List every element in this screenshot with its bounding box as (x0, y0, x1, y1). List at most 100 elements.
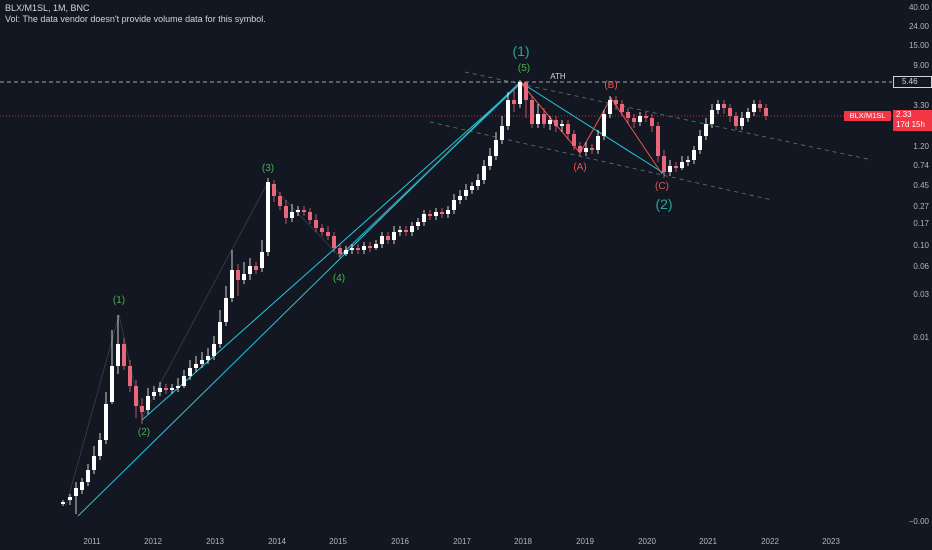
candle-body (596, 136, 600, 150)
candle (61, 500, 65, 506)
wave-2-label: (2) (137, 427, 151, 438)
candle (488, 148, 492, 170)
candle-body (61, 502, 65, 504)
candle (752, 100, 756, 116)
candle (680, 156, 684, 170)
candle (458, 190, 462, 204)
candle-body (464, 190, 468, 196)
candle (542, 108, 546, 128)
candle-body (338, 248, 342, 254)
candle (74, 482, 78, 514)
candle (698, 130, 702, 154)
candle-body (302, 210, 306, 212)
price-tick-label: 0.27 (913, 202, 929, 211)
candle (200, 352, 204, 368)
candle (602, 110, 606, 140)
time-tick-label: 2019 (576, 537, 594, 546)
candle (206, 348, 210, 364)
candle (710, 104, 714, 128)
candle-body (686, 160, 690, 162)
candle-body (212, 344, 216, 356)
candle-body (698, 136, 702, 150)
candle (518, 80, 522, 108)
candle (596, 130, 600, 154)
candle-body (92, 456, 96, 470)
candle-body (542, 114, 546, 124)
price-tick-label: 9.00 (913, 61, 929, 70)
candle (470, 182, 474, 194)
candle (650, 114, 654, 132)
price-tick-label: 15.00 (908, 41, 929, 50)
candle-body (716, 104, 720, 110)
candle (734, 112, 738, 130)
candle (590, 144, 594, 154)
candle-body (236, 270, 240, 280)
candle (362, 242, 366, 254)
time-tick-label: 2020 (638, 537, 656, 546)
candle (236, 264, 240, 296)
candle-body (704, 124, 708, 136)
candle-body (458, 196, 462, 200)
candle-body (590, 148, 594, 150)
candle (560, 120, 564, 132)
candle (530, 96, 534, 128)
candle (584, 142, 588, 156)
trend-line-4-5 (338, 83, 521, 258)
candle (476, 174, 480, 190)
candle-body (452, 200, 456, 210)
candle-body (386, 236, 390, 240)
candle-body (368, 246, 372, 248)
candle-body (680, 162, 684, 168)
candle-body (656, 126, 660, 156)
candle (758, 100, 762, 112)
candle-body (200, 360, 204, 364)
candle-body (134, 386, 138, 406)
wave-c-label: (C) (655, 181, 669, 192)
candle (662, 150, 666, 178)
candle (98, 433, 102, 460)
last-price-tag: 2.33 17d 15h (893, 110, 932, 131)
candle (290, 204, 294, 222)
price-tick-label: −0.00 (908, 517, 929, 526)
candle (116, 315, 120, 374)
candle-body (224, 298, 228, 322)
candle-body (350, 248, 354, 250)
candle-body (206, 356, 210, 360)
candle (446, 206, 450, 218)
channel-lower-line (429, 121, 773, 201)
candle-body (410, 226, 414, 232)
candle-body (380, 236, 384, 244)
candle-body (146, 396, 150, 410)
candle-body (104, 404, 108, 440)
wave-3-label: (3) (261, 163, 275, 174)
candle (668, 160, 672, 176)
candle-body (158, 388, 162, 392)
candle-body (260, 252, 264, 268)
candle (434, 208, 438, 220)
candle-body (194, 364, 198, 368)
candle (728, 104, 732, 122)
candle (692, 146, 696, 164)
candle-body (668, 166, 672, 172)
candle (296, 206, 300, 216)
candle (194, 356, 198, 372)
candle (80, 478, 84, 494)
price-tick-label: 0.03 (913, 290, 929, 299)
candle (482, 160, 486, 184)
candle-body (722, 104, 726, 108)
candle-body (320, 228, 324, 232)
candle (302, 206, 306, 216)
candle-body (164, 388, 168, 390)
candle (626, 108, 630, 124)
candle-body (728, 108, 732, 116)
candle-body (182, 376, 186, 386)
candle-body (644, 116, 648, 118)
candle-body (74, 488, 78, 496)
candle-body (296, 210, 300, 212)
candle-body (122, 344, 126, 366)
candle (722, 100, 726, 114)
candle (494, 132, 498, 160)
candle-body (290, 212, 294, 218)
candle-body (530, 100, 534, 124)
